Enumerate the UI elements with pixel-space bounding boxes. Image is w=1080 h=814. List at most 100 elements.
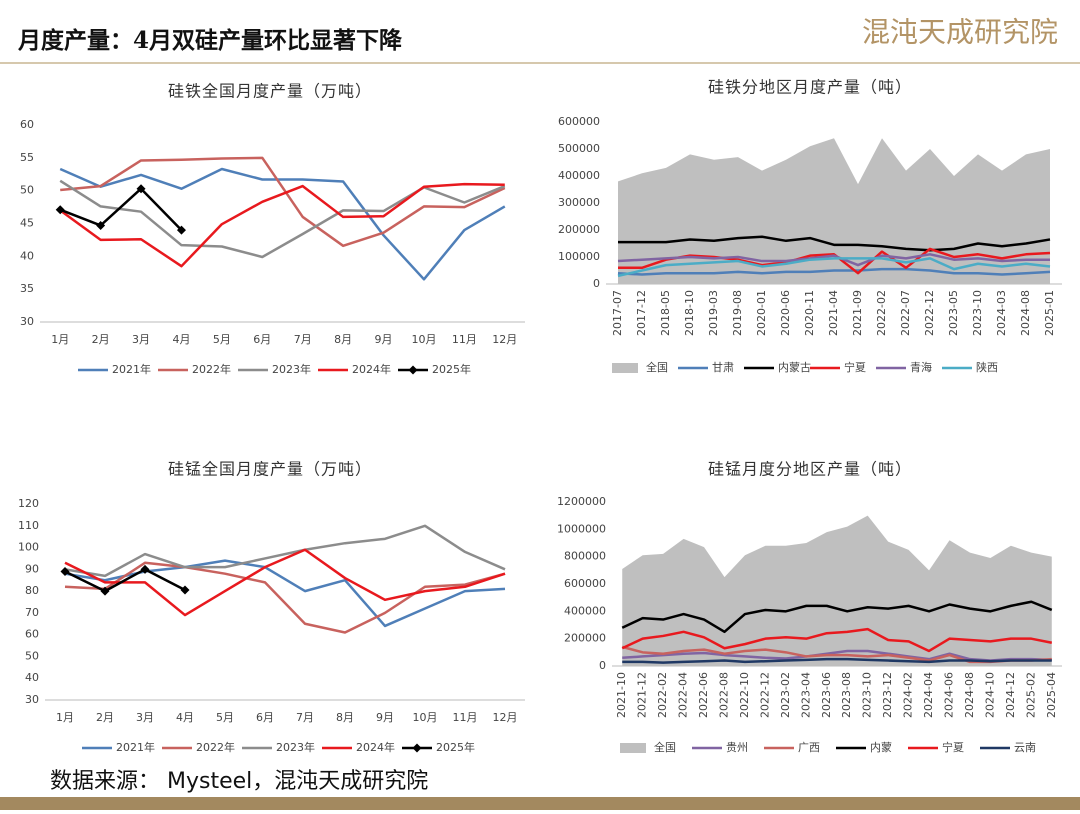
y-tick-label: 100 xyxy=(18,541,39,554)
line xyxy=(617,253,1050,267)
line xyxy=(618,235,1051,252)
x-tick-label: 2024-08 xyxy=(963,672,976,718)
y-tick-label: 50 xyxy=(25,649,39,662)
x-tick-label: 4月 xyxy=(176,711,194,724)
line xyxy=(621,627,1053,653)
line xyxy=(59,167,506,281)
legend-label: 2023年 xyxy=(276,740,315,754)
x-tick-label: 2019-03 xyxy=(707,290,720,336)
x-tick-label: 2025-04 xyxy=(1045,672,1058,718)
line xyxy=(59,179,506,259)
y-tick-label: 400000 xyxy=(558,169,600,182)
x-tick-label: 10月 xyxy=(411,333,436,346)
legend-label: 全国 xyxy=(654,740,676,754)
x-tick-label: 2024-02 xyxy=(902,672,915,718)
legend-label: 宁夏 xyxy=(942,740,964,754)
y-tick-label: 30 xyxy=(25,693,39,706)
line xyxy=(59,182,505,268)
y-tick-label: 0 xyxy=(599,659,606,672)
x-tick-label: 2022-10 xyxy=(738,672,751,718)
marker xyxy=(180,585,190,595)
legend-label: 云南 xyxy=(1014,741,1036,754)
legend-label: 2021年 xyxy=(112,362,151,376)
y-tick-label: 60 xyxy=(25,628,39,641)
y-tick-label: 40 xyxy=(25,671,39,684)
chart-title: 硅锰全国月度产量（万吨） xyxy=(168,460,372,479)
y-tick-label: 600000 xyxy=(558,115,600,128)
y-tick-label: 120 xyxy=(18,497,39,510)
y-tick-label: 50 xyxy=(20,184,34,197)
x-tick-label: 2025-02 xyxy=(1024,672,1037,718)
legend-label: 青海 xyxy=(910,360,932,374)
chart-title: 硅铁全国月度产量（万吨） xyxy=(168,82,372,101)
x-tick-label: 2022-12 xyxy=(923,290,936,336)
x-tick-label: 7月 xyxy=(296,711,314,724)
legend-label: 甘肃 xyxy=(712,361,734,374)
x-tick-label: 2024-06 xyxy=(943,672,956,718)
x-tick-label: 2017-12 xyxy=(635,290,648,336)
x-tick-label: 2月 xyxy=(92,333,110,346)
y-tick-label: 800000 xyxy=(564,550,606,563)
legend-label: 2024年 xyxy=(352,362,391,376)
y-tick-label: 90 xyxy=(25,562,39,575)
line xyxy=(64,561,506,634)
x-tick-label: 2021-04 xyxy=(827,290,840,336)
y-tick-label: 70 xyxy=(25,606,39,619)
marker xyxy=(176,225,186,235)
legend-label: 2024年 xyxy=(356,740,395,754)
x-tick-label: 11月 xyxy=(452,333,477,346)
line xyxy=(621,600,1053,634)
line xyxy=(64,548,506,617)
x-tick-label: 2022-02 xyxy=(656,672,669,718)
x-tick-label: 8月 xyxy=(336,711,354,724)
x-tick-label: 9月 xyxy=(375,333,393,346)
legend-label: 广西 xyxy=(798,741,820,754)
x-tick-label: 2021-09 xyxy=(851,290,864,336)
y-tick-label: 1200000 xyxy=(557,495,606,508)
x-tick-label: 2020-11 xyxy=(803,290,816,336)
x-tick-label: 2024-10 xyxy=(983,672,996,718)
line xyxy=(64,568,186,593)
line xyxy=(64,524,506,578)
x-tick-label: 2022-12 xyxy=(758,672,771,718)
y-tick-label: 40 xyxy=(20,249,34,262)
y-tick-label: 400000 xyxy=(564,604,606,617)
x-tick-label: 2023-04 xyxy=(799,672,812,718)
legend-swatch xyxy=(620,743,646,753)
x-tick-label: 6月 xyxy=(256,711,274,724)
y-tick-label: 30 xyxy=(20,315,34,328)
line xyxy=(622,657,1052,664)
y-tick-label: 110 xyxy=(18,519,39,532)
chart-title: 硅锰月度分地区产量（吨） xyxy=(708,460,912,479)
x-tick-label: 2023-02 xyxy=(779,672,792,718)
y-tick-label: 600000 xyxy=(564,577,606,590)
legend-label: 2022年 xyxy=(196,740,235,754)
x-tick-label: 7月 xyxy=(294,333,312,346)
legend-label: 2023年 xyxy=(272,362,311,376)
legend-marker xyxy=(412,743,422,753)
marker xyxy=(55,205,65,215)
legend-label: 宁夏 xyxy=(844,360,866,374)
y-tick-label: 60 xyxy=(20,118,34,131)
chart-title: 硅铁分地区月度产量（吨） xyxy=(708,78,912,97)
x-tick-label: 2020-01 xyxy=(755,290,768,336)
source-note: 数据来源： Mysteel，混沌天成研究院 xyxy=(50,769,428,794)
y-tick-label: 300000 xyxy=(558,196,600,209)
line xyxy=(59,187,183,231)
legend-label: 全国 xyxy=(646,360,668,374)
footer-band xyxy=(0,797,1080,810)
x-tick-label: 2月 xyxy=(96,711,114,724)
x-tick-label: 2023-05 xyxy=(947,290,960,336)
x-tick-label: 2018-10 xyxy=(683,290,696,336)
x-tick-label: 11月 xyxy=(453,711,478,724)
x-tick-label: 2022-04 xyxy=(677,672,690,718)
x-tick-label: 3月 xyxy=(132,333,150,346)
x-tick-label: 4月 xyxy=(172,333,190,346)
x-tick-label: 12月 xyxy=(493,711,518,724)
y-tick-label: 100000 xyxy=(558,250,600,263)
x-tick-label: 2018-05 xyxy=(659,290,672,336)
line xyxy=(60,156,506,248)
y-tick-label: 45 xyxy=(20,217,34,230)
legend-marker xyxy=(408,365,418,375)
